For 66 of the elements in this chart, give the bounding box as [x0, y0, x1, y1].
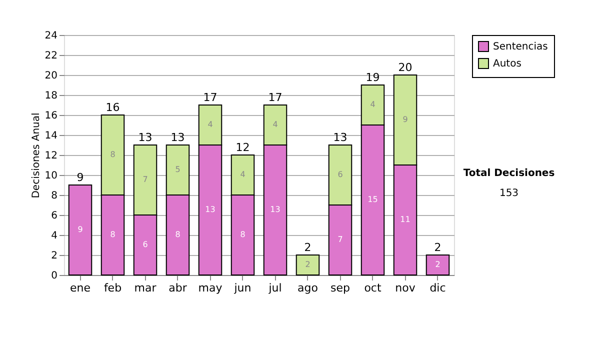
data-label: 6 [338, 170, 343, 179]
x-tick-label: dic [430, 282, 446, 294]
x-tick-label: oct [364, 282, 382, 294]
y-tick-label: 16 [44, 110, 58, 122]
x-tick-label: ene [70, 282, 91, 294]
legend-label: Sentencias [493, 42, 548, 52]
total-label: 16 [106, 101, 120, 114]
y-tick-label: 24 [44, 30, 58, 42]
x-tick-label: mar [134, 282, 157, 294]
y-tick-label: 18 [44, 90, 58, 102]
x-tick-label: nov [395, 282, 416, 294]
text: Total Decisiones [463, 168, 555, 179]
bar [68, 184, 92, 276]
y-tick-label: 22 [44, 50, 58, 62]
data-label: 2 [435, 260, 440, 269]
data-label: 8 [110, 230, 116, 239]
data-label: 8 [110, 150, 116, 159]
data-label: 7 [338, 235, 343, 244]
data-label: 8 [240, 230, 246, 239]
y-tick-label: 4 [51, 230, 58, 242]
total-label: 13 [333, 131, 348, 144]
total-label: 19 [366, 71, 380, 84]
total-label: 2 [434, 241, 442, 254]
y-tick-label: 20 [44, 70, 58, 82]
data-label: 4 [240, 170, 246, 179]
data-label: 4 [272, 120, 278, 129]
data-label: 13 [270, 205, 280, 214]
y-tick-label: 10 [44, 170, 58, 182]
data-label: 9 [78, 225, 83, 234]
data-label: 11 [400, 215, 410, 224]
y-tick-label: 8 [51, 190, 58, 202]
y-tick-label: 14 [44, 130, 58, 142]
data-label: 2 [305, 260, 310, 269]
legend-label: Autos [493, 58, 522, 70]
total-label: 20 [398, 61, 412, 74]
bar [426, 254, 450, 276]
x-tick-label: feb [104, 282, 122, 294]
bar [296, 254, 320, 276]
total-label: 17 [268, 91, 282, 104]
data-label: 15 [368, 195, 378, 204]
data-label: 6 [142, 240, 148, 249]
total-label: 13 [138, 131, 152, 144]
y-tick-label: 6 [51, 210, 58, 222]
x-tick-label: ago [298, 282, 318, 294]
y-tick-label: 0 [51, 270, 58, 282]
y-tick-label: 12 [44, 150, 58, 162]
y-axis-title: Decisiones Anual [30, 112, 42, 198]
x-tick-label: may [198, 282, 223, 294]
total-label: 9 [76, 171, 84, 184]
x-tick-label: jul [268, 282, 282, 294]
data-label: 13 [205, 205, 216, 214]
data-label: 7 [142, 175, 148, 184]
x-tick-label: abr [168, 282, 188, 294]
x-tick-label: sep [330, 282, 350, 294]
data-label: 8 [175, 230, 180, 239]
data-label: 5 [175, 165, 180, 174]
total-label: 2 [304, 241, 312, 254]
total-label: 12 [236, 141, 250, 154]
y-tick-label: 2 [51, 250, 58, 262]
data-label: 9 [402, 115, 408, 124]
text: 153 [499, 188, 519, 199]
data-label: 4 [208, 120, 213, 129]
data-label: 4 [370, 100, 376, 109]
x-tick-label: jun [233, 282, 252, 294]
total-label: 17 [203, 91, 218, 104]
total-label: 13 [170, 131, 185, 144]
